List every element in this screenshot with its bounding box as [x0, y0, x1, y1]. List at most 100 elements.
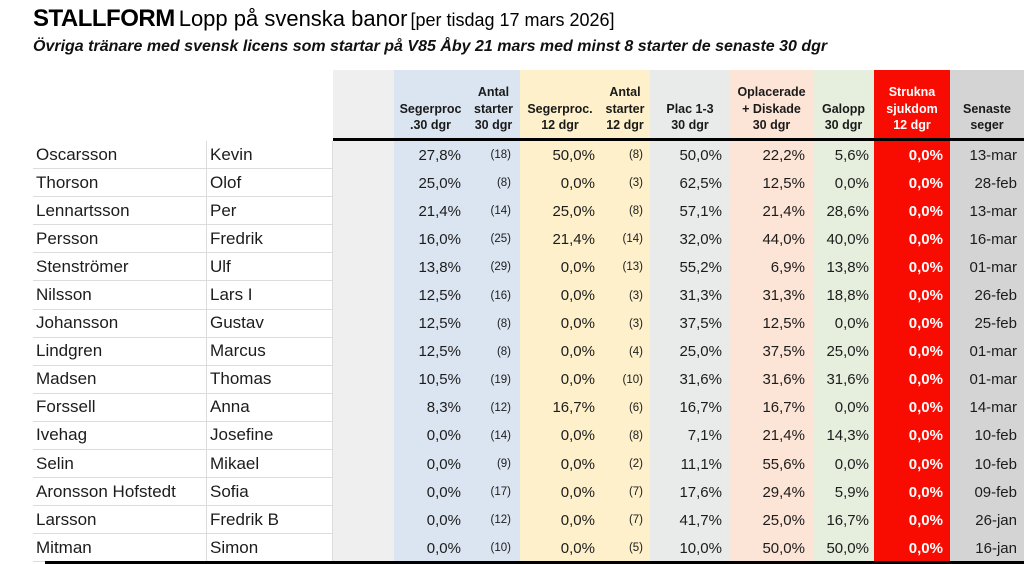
cell-seg30: 21,4%: [394, 197, 467, 226]
cell-ant30: (25): [467, 225, 520, 254]
page-title: STALLFORM Lopp på svenska banor [per tisda…: [33, 5, 615, 33]
cell-galopp: 0,0%: [813, 169, 874, 198]
trainer-name-cell: Ulf: [207, 253, 333, 282]
table-row: Persson Fredrik 16,0% (25) 21,4% (14) 32,0% 44,…: [33, 225, 1024, 254]
table-row: Larsson Fredrik B 0,0% (12) 0,0% (7) 41,7% 25,0…: [33, 506, 1024, 535]
cell-seg30: 10,5%: [394, 365, 467, 394]
cell-spacer: [333, 478, 394, 507]
cell-seg12: 0,0%: [520, 450, 600, 479]
cell-spacer: [333, 393, 394, 422]
cell-senaste: 09-feb: [950, 478, 1024, 507]
cell-opl: 12,5%: [730, 169, 813, 198]
trainer-name-cell: Gustav: [207, 309, 333, 338]
cell-opl: 21,4%: [730, 421, 813, 451]
cell-ant12: (3): [600, 169, 650, 198]
cell-opl: 55,6%: [730, 450, 813, 479]
cell-spacer: [333, 253, 394, 282]
trainer-name-cell: Larsson: [33, 506, 207, 535]
cell-seg12: 0,0%: [520, 169, 600, 198]
cell-senaste: 28-feb: [950, 169, 1024, 198]
title-main: Lopp på svenska banor: [178, 6, 408, 31]
cell-strukna: 0,0%: [874, 253, 950, 282]
cell-seg30: 13,8%: [394, 253, 467, 282]
cell-ant30: (14): [467, 197, 520, 226]
cell-plac: 55,2%: [650, 253, 730, 282]
cell-seg12: 0,0%: [520, 421, 600, 451]
cell-galopp: 40,0%: [813, 225, 874, 254]
cell-seg12: 0,0%: [520, 534, 600, 563]
cell-plac: 37,5%: [650, 309, 730, 338]
header-galopp: Galopp 30 dgr: [813, 70, 874, 138]
trainer-name-cell: Ivehag: [33, 421, 207, 451]
table-row: Madsen Thomas 10,5% (19) 0,0% (10) 31,6% 31,6% 3…: [33, 365, 1024, 394]
cell-ant12: (3): [600, 281, 650, 310]
cell-seg30: 25,0%: [394, 169, 467, 198]
cell-galopp: 5,9%: [813, 478, 874, 507]
table-row: Mitman Simon 0,0% (10) 0,0% (5) 10,0% 50,0% 50,0…: [33, 534, 1024, 563]
cell-seg30: 0,0%: [394, 421, 467, 451]
cell-seg30: 8,3%: [394, 393, 467, 422]
cell-plac: 25,0%: [650, 337, 730, 366]
cell-seg12: 16,7%: [520, 393, 600, 422]
cell-strukna: 0,0%: [874, 169, 950, 198]
cell-senaste: 10-feb: [950, 421, 1024, 451]
subtitle: Övriga tränare med svensk licens som sta…: [33, 38, 828, 55]
cell-spacer: [333, 506, 394, 535]
table-row: Ivehag Josefine 0,0% (14) 0,0% (8) 7,1% 21,4% 14…: [33, 421, 1024, 451]
cell-ant12: (6): [600, 393, 650, 422]
cell-seg30: 16,0%: [394, 225, 467, 254]
trainer-name-cell: Sofia: [207, 478, 333, 507]
trainer-name-cell: Lars I: [207, 281, 333, 310]
trainer-name-cell: Fredrik B: [207, 506, 333, 535]
cell-strukna: 0,0%: [874, 281, 950, 310]
table-row: Nilsson Lars I 12,5% (16) 0,0% (3) 31,3% 31,3% 1…: [33, 281, 1024, 310]
cell-ant30: (29): [467, 253, 520, 282]
cell-seg30: 0,0%: [394, 478, 467, 507]
cell-spacer: [333, 450, 394, 479]
cell-seg30: 0,0%: [394, 534, 467, 563]
cell-spacer: [333, 169, 394, 198]
cell-opl: 16,7%: [730, 393, 813, 422]
table-row: Forssell Anna 8,3% (12) 16,7% (6) 16,7% 16,7% 0,…: [33, 393, 1024, 422]
cell-ant30: (12): [467, 393, 520, 422]
trainer-name-cell: Mitman: [33, 534, 207, 563]
cell-strukna: 0,0%: [874, 309, 950, 338]
header-segerproc-30: Segerproc .30 dgr: [394, 70, 467, 138]
cell-senaste: 13-mar: [950, 141, 1024, 170]
trainer-name-cell: Selin: [33, 450, 207, 479]
cell-seg30: 12,5%: [394, 337, 467, 366]
trainer-name-cell: Lindgren: [33, 337, 207, 366]
cell-ant12: (8): [600, 421, 650, 451]
trainer-name-cell: Fredrik: [207, 225, 333, 254]
trainer-name-cell: Aronsson Hofstedt: [33, 478, 207, 507]
cell-spacer: [333, 197, 394, 226]
cell-opl: 29,4%: [730, 478, 813, 507]
cell-ant12: (7): [600, 506, 650, 535]
cell-seg12: 50,0%: [520, 141, 600, 170]
trainer-name-cell: Josefine: [207, 421, 333, 451]
trainer-name-cell: Johansson: [33, 309, 207, 338]
table-header-row: Segerproc .30 dgr Antal starter 30 dgr S…: [33, 70, 1024, 138]
cell-senaste: 01-mar: [950, 337, 1024, 366]
trainer-name-cell: Nilsson: [33, 281, 207, 310]
table-row: Oscarsson Kevin 27,8% (18) 50,0% (8) 50,0% 22,2…: [33, 141, 1024, 170]
cell-strukna: 0,0%: [874, 450, 950, 479]
cell-galopp: 28,6%: [813, 197, 874, 226]
cell-seg30: 27,8%: [394, 141, 467, 170]
table-row: Thorson Olof 25,0% (8) 0,0% (3) 62,5% 12,5% 0,0%…: [33, 169, 1024, 198]
cell-ant12: (7): [600, 478, 650, 507]
trainer-name-cell: Thomas: [207, 365, 333, 394]
cell-galopp: 0,0%: [813, 393, 874, 422]
cell-seg30: 0,0%: [394, 506, 467, 535]
cell-plac: 31,3%: [650, 281, 730, 310]
cell-ant12: (4): [600, 337, 650, 366]
cell-galopp: 5,6%: [813, 141, 874, 170]
table-row: Lennartsson Per 21,4% (14) 25,0% (8) 57,1% 21,4…: [33, 197, 1024, 226]
header-firstname: [207, 70, 333, 138]
header-spacer: [333, 70, 394, 138]
cell-senaste: 01-mar: [950, 365, 1024, 394]
cell-opl: 6,9%: [730, 253, 813, 282]
trainer-name-cell: Simon: [207, 534, 333, 563]
cell-spacer: [333, 421, 394, 451]
cell-opl: 22,2%: [730, 141, 813, 170]
